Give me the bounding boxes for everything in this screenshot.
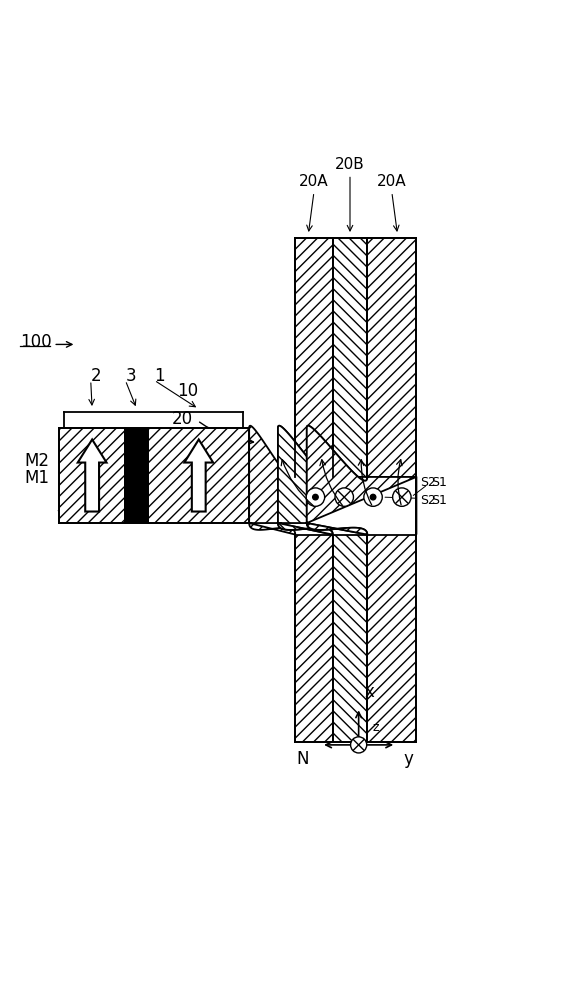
- Text: N: N: [296, 750, 309, 768]
- Text: M2: M2: [24, 452, 49, 470]
- Circle shape: [350, 737, 367, 753]
- Polygon shape: [278, 426, 367, 535]
- Polygon shape: [148, 428, 249, 523]
- Text: 2: 2: [91, 367, 101, 385]
- Polygon shape: [295, 535, 333, 742]
- Text: 20A: 20A: [299, 174, 329, 189]
- Polygon shape: [249, 426, 333, 535]
- Text: z: z: [372, 721, 379, 734]
- Polygon shape: [184, 439, 213, 512]
- Text: 3: 3: [125, 367, 136, 385]
- Circle shape: [364, 488, 382, 506]
- Text: 20B: 20B: [335, 157, 365, 172]
- Polygon shape: [333, 238, 367, 477]
- Text: y: y: [403, 750, 413, 768]
- Polygon shape: [367, 238, 416, 477]
- Text: x: x: [364, 683, 374, 701]
- Circle shape: [393, 488, 411, 506]
- Text: 1: 1: [154, 367, 164, 385]
- Polygon shape: [367, 535, 416, 742]
- Text: S2: S2: [420, 493, 436, 506]
- Circle shape: [306, 488, 325, 506]
- Text: 10: 10: [177, 382, 198, 400]
- Polygon shape: [307, 426, 416, 535]
- Text: 20: 20: [171, 410, 192, 428]
- Polygon shape: [333, 535, 367, 742]
- Polygon shape: [59, 428, 125, 523]
- Circle shape: [335, 488, 353, 506]
- Polygon shape: [125, 428, 148, 523]
- Circle shape: [313, 494, 318, 500]
- Text: S1: S1: [431, 493, 446, 506]
- Text: M1: M1: [24, 469, 49, 487]
- Text: 100: 100: [20, 333, 52, 351]
- Text: S1: S1: [431, 476, 446, 489]
- Polygon shape: [78, 439, 107, 512]
- Circle shape: [371, 494, 376, 500]
- Text: S2: S2: [420, 476, 436, 489]
- Polygon shape: [295, 238, 333, 477]
- Text: 20A: 20A: [377, 174, 406, 189]
